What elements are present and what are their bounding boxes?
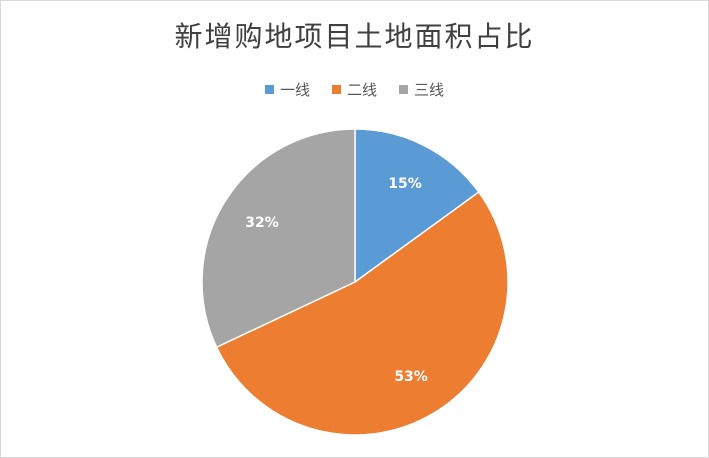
- legend-label-tier3: 三线: [414, 81, 445, 99]
- pie-slice-tier3: [201, 128, 356, 349]
- legend-swatch-tier3: [399, 85, 408, 94]
- legend-item-tier3: 三线: [399, 79, 444, 100]
- legend-swatch-tier1: [264, 85, 274, 94]
- legend: 一线 二线 三线: [1, 79, 708, 100]
- data-label-tier3: 32%: [245, 215, 279, 231]
- legend-swatch-tier2: [331, 85, 341, 94]
- pie-slice-tier2: [215, 191, 509, 436]
- legend-item-tier1: 一线: [264, 79, 310, 100]
- legend-label-tier1: 一线: [279, 81, 310, 99]
- chart-title: 新增购地项目土地面积占比: [174, 20, 535, 53]
- legend-label-tier2: 二线: [346, 81, 377, 99]
- legend-item-tier2: 二线: [331, 79, 377, 100]
- pie-slice-tier1: [354, 128, 480, 284]
- data-label-tier1: 15%: [388, 176, 422, 192]
- data-label-tier2: 53%: [394, 369, 428, 385]
